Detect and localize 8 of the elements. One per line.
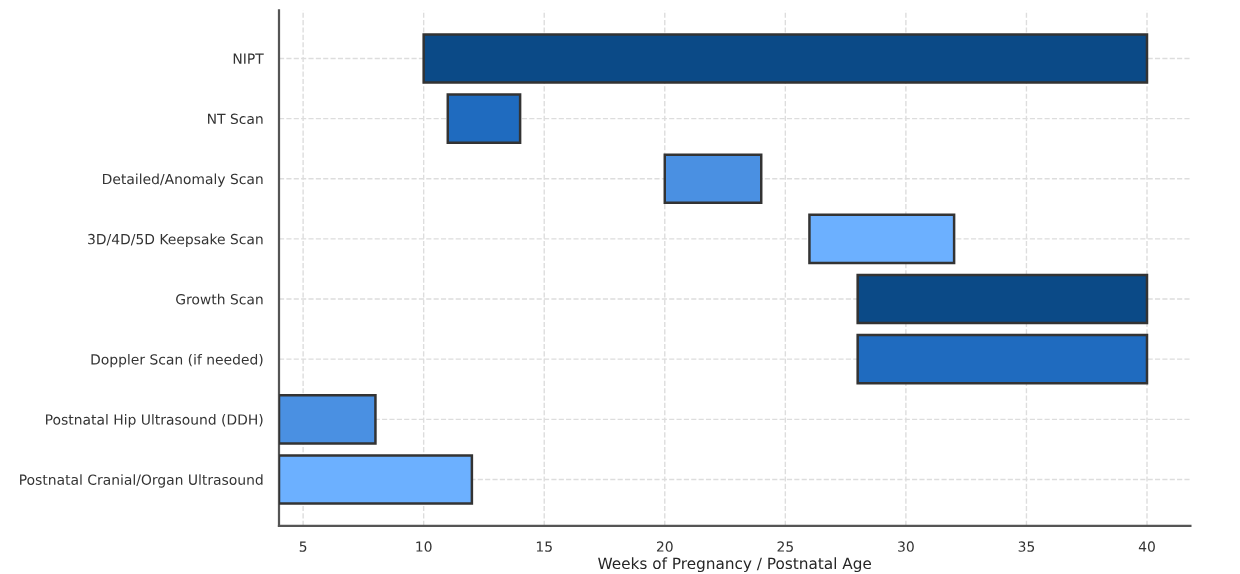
- bar: [856, 333, 1149, 385]
- bar: [856, 273, 1149, 325]
- bar: [663, 153, 763, 205]
- bar: [422, 33, 1149, 84]
- bar: [279, 394, 377, 445]
- bar: [279, 454, 474, 505]
- bar: [808, 213, 956, 265]
- bar: [446, 93, 522, 144]
